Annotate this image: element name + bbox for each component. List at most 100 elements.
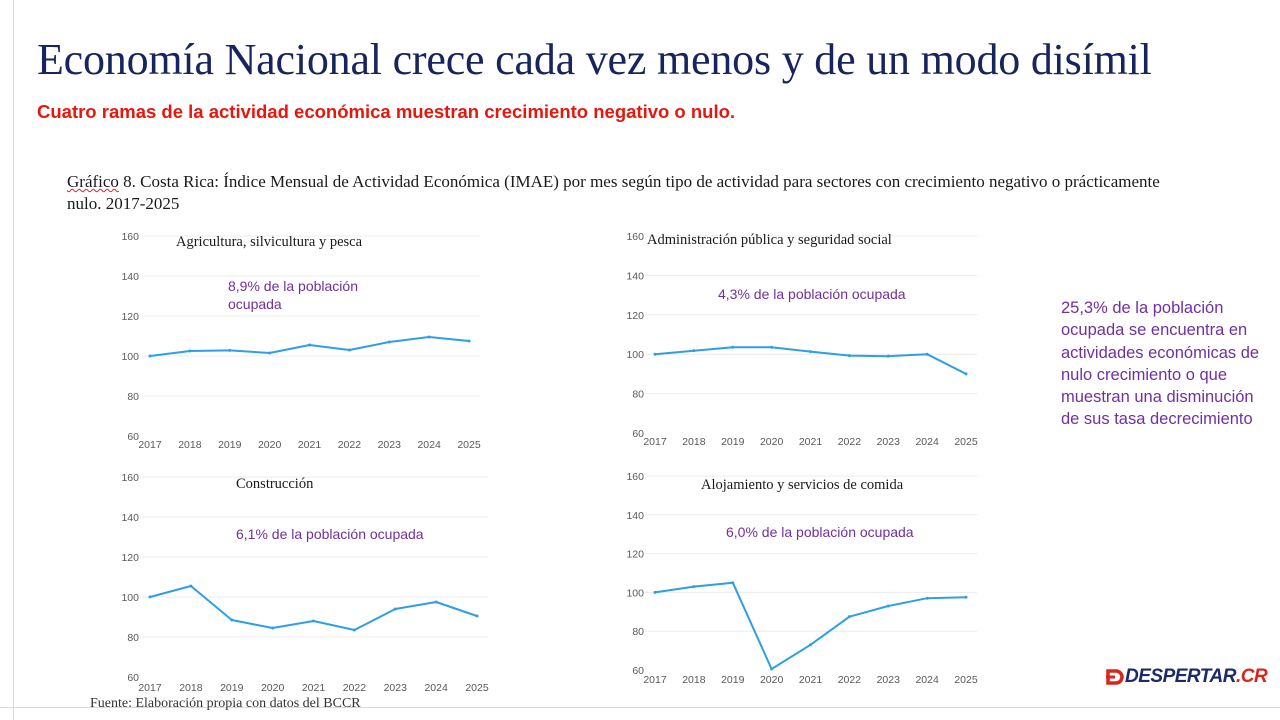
data-point	[434, 600, 438, 604]
chart-annotation: ocupada	[228, 296, 282, 312]
y-tick-label: 100	[121, 351, 139, 363]
y-tick-label: 120	[626, 310, 644, 322]
data-point	[964, 372, 968, 376]
x-tick-label: 2021	[298, 439, 322, 451]
x-tick-label: 2025	[465, 682, 489, 694]
y-tick-label: 160	[121, 231, 139, 243]
x-tick-label: 2020	[261, 682, 285, 694]
x-tick-label: 2023	[384, 682, 408, 694]
data-point	[347, 348, 351, 352]
x-tick-label: 2018	[178, 439, 202, 451]
x-tick-label: 2023	[378, 439, 402, 451]
y-tick-label: 160	[626, 471, 644, 483]
x-tick-label: 2025	[457, 439, 481, 451]
y-tick-label: 80	[632, 626, 644, 638]
chart-title: Alojamiento y servicios de comida	[701, 477, 904, 493]
data-point	[731, 345, 735, 349]
x-tick-label: 2023	[877, 436, 901, 448]
x-tick-label: 2025	[954, 674, 978, 686]
x-tick-label: 2021	[799, 674, 823, 686]
brand-logo-main: DESPERTAR	[1125, 666, 1236, 687]
data-point	[692, 349, 696, 353]
data-point	[886, 604, 890, 608]
y-tick-label: 140	[121, 512, 139, 524]
y-tick-label: 140	[121, 271, 139, 283]
y-tick-label: 80	[632, 389, 644, 401]
data-point	[467, 339, 471, 343]
data-point	[770, 667, 774, 671]
chart-annotation: 8,9% de la población	[228, 278, 358, 294]
figure-caption-lead: Gráfico	[67, 172, 119, 191]
data-point	[189, 584, 193, 588]
x-tick-label: 2022	[838, 674, 862, 686]
data-point	[393, 607, 397, 611]
x-tick-label: 2022	[838, 436, 862, 448]
chart-administracion-publica: 60 80 100 120 140 160 2017 2018 2019 2020 2021 2022…	[626, 231, 978, 448]
data-point	[925, 596, 929, 600]
x-tick-label: 2018	[682, 436, 706, 448]
x-tick-label: 2017	[138, 682, 162, 694]
x-tick-label: 2024	[424, 682, 448, 694]
chart-title: Administración pública y seguridad socia…	[647, 232, 892, 248]
brand-logo-mark	[1106, 669, 1124, 685]
x-tick-label: 2020	[760, 436, 784, 448]
series-line	[149, 585, 478, 631]
data-point	[809, 350, 812, 354]
brand-logo-text: DESPERTAR.CR	[1125, 666, 1268, 688]
x-tick-label: 2024	[915, 436, 939, 448]
chart-annotation: 4,3% de la población ocupada	[718, 286, 906, 302]
data-point	[228, 348, 232, 352]
chart-title: Construcción	[236, 476, 314, 492]
data-point	[352, 628, 356, 632]
bottom-border-rule	[0, 707, 1280, 708]
y-tick-label: 120	[626, 549, 644, 561]
data-point	[653, 352, 657, 356]
data-point	[312, 619, 315, 623]
data-point	[770, 345, 774, 349]
side-note: 25,3% de la población ocupada se encuent…	[1061, 299, 1260, 429]
data-point	[271, 626, 275, 630]
y-tick-label: 60	[632, 428, 644, 440]
data-point	[886, 354, 890, 358]
page-title: Economía Nacional crece cada vez menos y…	[37, 35, 1152, 84]
data-point	[148, 595, 152, 599]
data-point	[653, 590, 657, 594]
y-tick-label: 140	[626, 510, 644, 522]
brand-logo-suffix: .CR	[1235, 666, 1268, 687]
left-border-rule	[13, 0, 14, 720]
data-point	[387, 340, 391, 344]
x-tick-label: 2018	[179, 682, 203, 694]
x-tick-label: 2024	[915, 674, 939, 686]
chart-annotation: 6,1% de la población ocupada	[236, 526, 424, 542]
y-tick-label: 160	[121, 472, 139, 484]
data-point	[268, 351, 272, 355]
x-tick-label: 2024	[417, 439, 441, 451]
data-point	[964, 595, 968, 599]
x-tick-label: 2018	[682, 674, 706, 686]
chart-construccion: 60 80 100 120 140 160 2017 2018 2019 2020 2021 2022…	[121, 472, 489, 694]
x-tick-label: 2025	[954, 436, 978, 448]
data-point	[475, 614, 479, 618]
x-tick-label: 2021	[799, 436, 823, 448]
y-tick-label: 80	[127, 632, 139, 644]
x-tick-label: 2022	[338, 439, 362, 451]
data-point	[925, 352, 929, 356]
x-tick-label: 2019	[721, 674, 745, 686]
y-tick-label: 120	[121, 552, 139, 564]
source-note: Fuente: Elaboración propia con datos del…	[90, 696, 361, 711]
data-point	[427, 335, 431, 339]
chart-agricultura: 60 80 100 120 140 160 2017 2018 2019 2020 2021 2022…	[121, 231, 481, 451]
data-point	[230, 618, 234, 622]
series-line	[654, 581, 967, 670]
chart-annotation: 6,0% de la población ocupada	[726, 524, 914, 540]
figure-caption-text: 8. Costa Rica: Índice Mensual de Activid…	[67, 172, 1160, 213]
y-tick-label: 100	[626, 587, 644, 599]
y-tick-label: 60	[127, 431, 139, 443]
x-tick-label: 2019	[218, 439, 242, 451]
x-tick-label: 2023	[877, 674, 901, 686]
brand-logo: DESPERTAR.CR	[1106, 666, 1268, 688]
data-point	[847, 354, 851, 358]
y-tick-label: 60	[127, 672, 139, 684]
x-tick-label: 2017	[643, 436, 667, 448]
y-tick-label: 100	[626, 349, 644, 361]
